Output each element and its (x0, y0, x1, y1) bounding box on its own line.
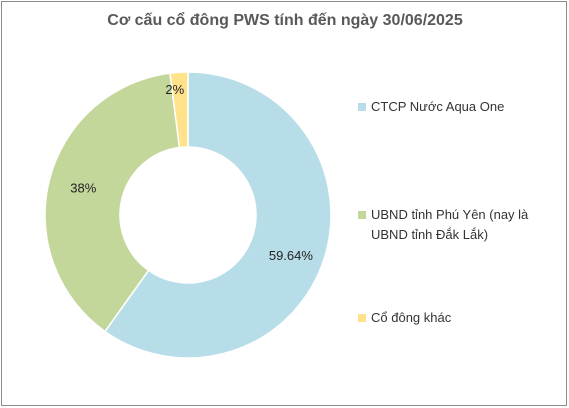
chart-title: Cơ cấu cổ đông PWS tính đến ngày 30/06/2… (107, 12, 463, 29)
legend-swatch-ubnd (358, 211, 366, 219)
slice-other (169, 71, 189, 149)
legend-swatch-aqua-one (358, 103, 366, 111)
legend-label-ubnd: UBND tỉnh Phú Yên (nay là UBND tỉnh Đắk … (371, 207, 529, 242)
slice-label-other: 2% (165, 82, 184, 97)
legend-label-aqua-one: CTCP Nước Aqua One (371, 99, 505, 114)
slice-label-ubnd: 38% (70, 181, 96, 196)
slice-aqua-one (103, 71, 332, 359)
slice-label-aqua-one: 59.64% (269, 248, 314, 263)
legend-label-other: Cổ đông khác (371, 310, 452, 325)
slice-ubnd (44, 72, 181, 333)
legend-swatch-other (358, 314, 366, 322)
